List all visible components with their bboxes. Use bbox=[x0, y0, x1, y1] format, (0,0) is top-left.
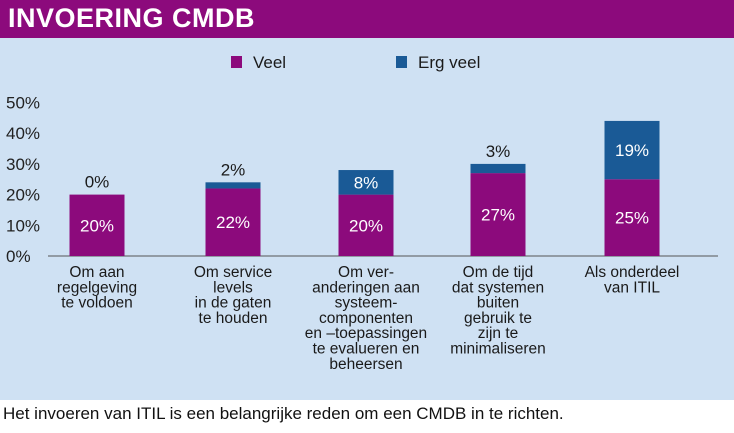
data-label-veel: 20% bbox=[349, 216, 383, 235]
category-label-line: Om de tijd bbox=[463, 264, 534, 281]
category-label-line: te voldoen bbox=[61, 295, 133, 312]
category-label-line: regelgeving bbox=[57, 279, 137, 296]
bar-veel bbox=[604, 179, 660, 256]
category-label: Als onderdeel van ITIL bbox=[585, 264, 680, 296]
legend-label-erg-veel: Erg veel bbox=[418, 53, 480, 72]
chart-canvas: 0% 10% 20% 30% 40% 50% Veel Erg veel 20% 0% Om aan… bbox=[6, 53, 718, 373]
category-label-line: van ITIL bbox=[604, 279, 660, 296]
y-tick-label: 0% bbox=[6, 247, 31, 266]
category-label-line: te evalueren en bbox=[313, 341, 420, 358]
legend-swatch-erg-veel bbox=[396, 56, 407, 68]
category-label-line: zijn te bbox=[478, 325, 519, 342]
category-label-line: dat systemen bbox=[452, 279, 544, 296]
data-label-erg-veel: 0% bbox=[85, 173, 110, 192]
y-tick-label: 50% bbox=[6, 94, 40, 113]
category-label-line: minimaliseren bbox=[450, 341, 546, 358]
category-label-line: componenten bbox=[319, 310, 413, 327]
category-label-line: en –toepassingen bbox=[305, 325, 427, 342]
category-label-line: levels bbox=[213, 279, 253, 296]
category-label: Om de tijd dat systemen buiten gebruik te zi… bbox=[450, 264, 546, 358]
category-label: Om aan regelgeving te voldoen bbox=[57, 264, 137, 312]
bar-erg-veel bbox=[338, 170, 394, 195]
category-label-line: Om ver- bbox=[338, 264, 394, 281]
bar-erg-veel bbox=[470, 163, 526, 174]
bar-veel bbox=[69, 194, 125, 256]
category-label-line: in de gaten bbox=[195, 295, 272, 312]
legend-swatch-veel bbox=[231, 56, 242, 68]
category-label-line: gebruik te bbox=[464, 310, 532, 327]
category-label: Om ver-anderingen aan systeem-componenten… bbox=[305, 264, 427, 373]
y-tick-label: 30% bbox=[6, 155, 40, 174]
bar-veel bbox=[338, 194, 394, 256]
data-label-erg-veel: 2% bbox=[221, 160, 246, 179]
data-label-erg-veel: 19% bbox=[615, 141, 649, 160]
title-bar: INVOERING CMDB bbox=[0, 0, 734, 38]
category-label-line: Als onderdeel bbox=[585, 264, 680, 281]
figure-caption: Het invoeren van ITIL is een belangrijke… bbox=[3, 404, 564, 423]
bar-veel bbox=[470, 173, 526, 256]
category-label-line: Om service bbox=[194, 264, 272, 281]
data-label-erg-veel: 3% bbox=[486, 142, 511, 161]
data-label-erg-veel: 8% bbox=[354, 173, 379, 192]
legend-label-veel: Veel bbox=[253, 53, 286, 72]
data-label-veel: 27% bbox=[481, 206, 515, 225]
category-label-line: beheersen bbox=[329, 356, 402, 373]
bar-erg-veel bbox=[205, 182, 261, 189]
y-tick-label: 40% bbox=[6, 124, 40, 143]
category-label-line: te houden bbox=[199, 310, 268, 327]
y-tick-label: 10% bbox=[6, 216, 40, 235]
category-label: Om service levels in de gaten te houden bbox=[194, 264, 272, 327]
data-label-veel: 22% bbox=[216, 213, 250, 232]
data-label-veel: 25% bbox=[615, 209, 649, 228]
data-label-veel: 20% bbox=[80, 216, 114, 235]
category-label-line: buiten bbox=[477, 295, 519, 312]
category-label-line: anderingen aan bbox=[312, 279, 420, 296]
bar-erg-veel bbox=[604, 120, 660, 180]
bar-veel bbox=[205, 188, 261, 256]
y-tick-label: 20% bbox=[6, 186, 40, 205]
category-label-line: Om aan bbox=[69, 264, 124, 281]
category-label-line: systeem- bbox=[335, 295, 398, 312]
chart-title: INVOERING CMDB bbox=[8, 3, 256, 33]
